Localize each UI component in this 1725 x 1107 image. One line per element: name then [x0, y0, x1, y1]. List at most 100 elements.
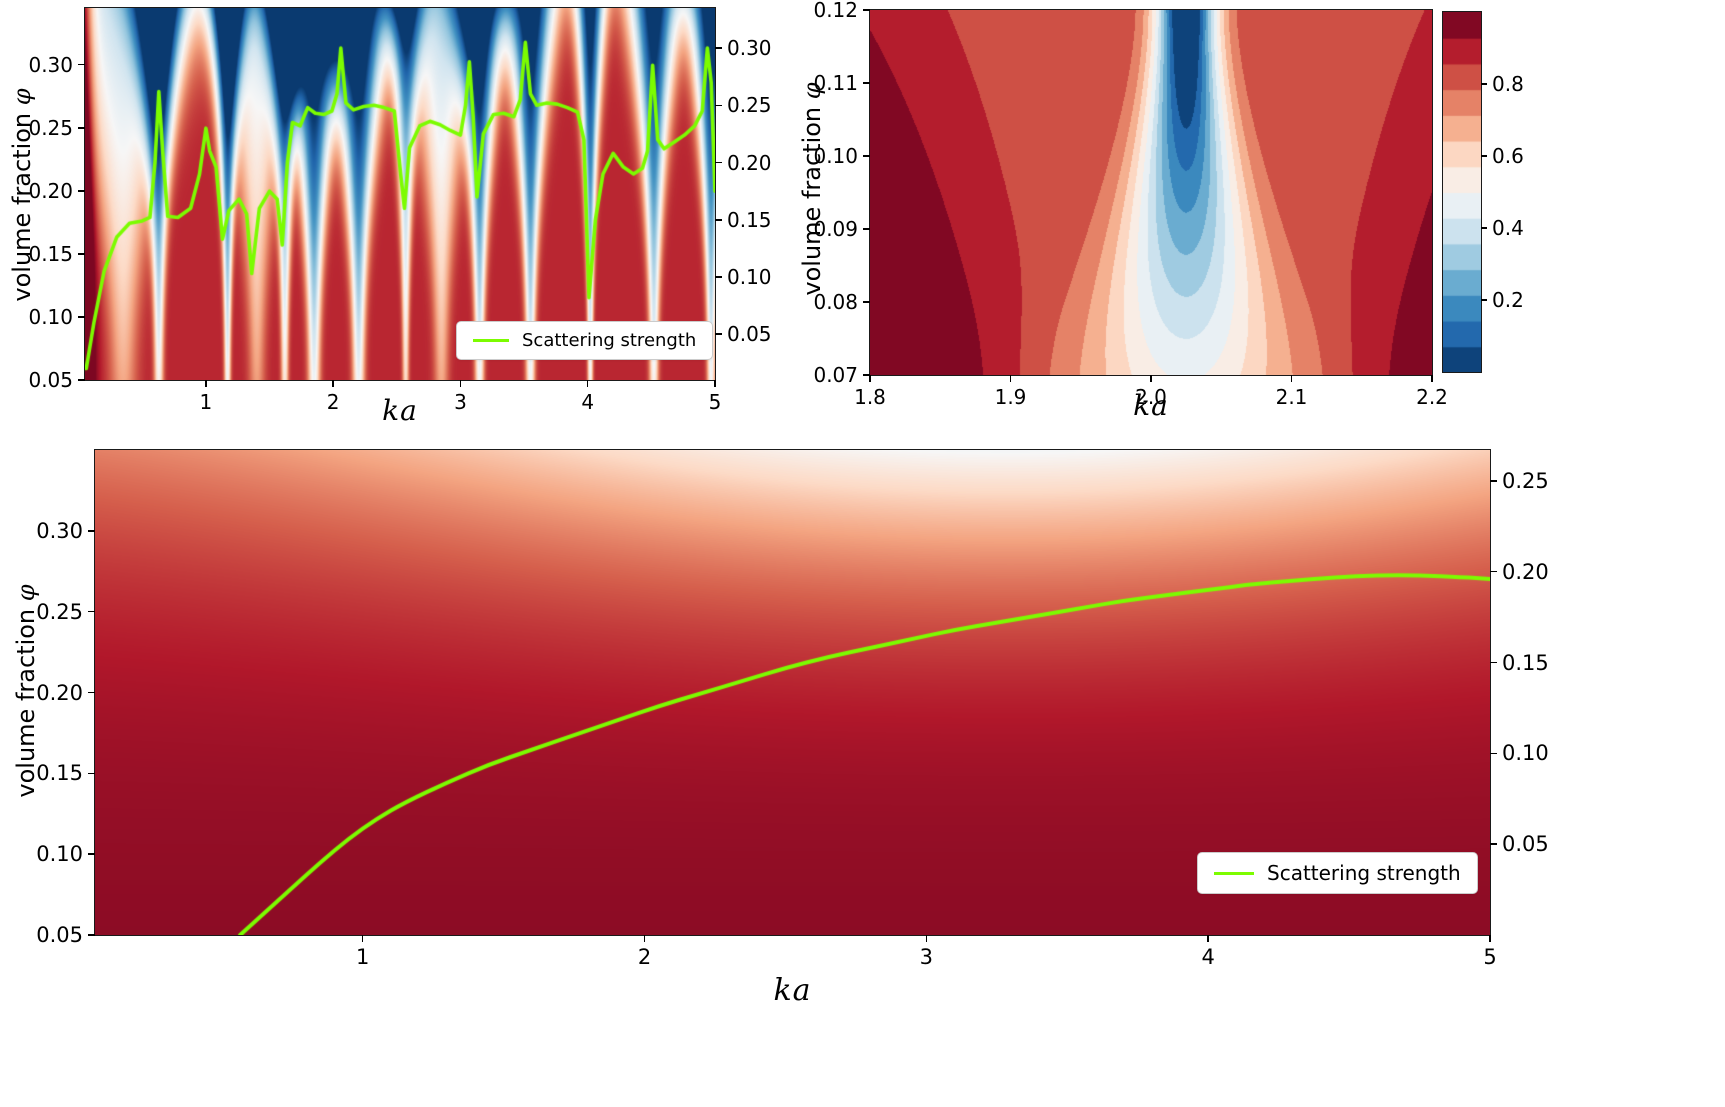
tick-mark: [1490, 843, 1497, 845]
legend-line-sample: [1214, 871, 1254, 875]
ylabel-text: volume fraction: [798, 106, 826, 296]
y2-tick-label: 0.15: [727, 207, 772, 232]
tick-mark: [715, 333, 722, 335]
tick-mark: [78, 190, 85, 192]
legend-bottom: Scattering strength: [1197, 852, 1478, 894]
tick-mark: [78, 63, 85, 66]
tick-mark: [643, 935, 646, 942]
tick-mark: [586, 380, 589, 387]
tick-mark: [715, 47, 722, 49]
x-tick-label: 4: [1201, 945, 1215, 969]
tick-mark: [1150, 375, 1152, 382]
y-tick-label: 0.10: [36, 842, 83, 867]
tick-mark: [1481, 227, 1487, 229]
tick-mark: [88, 610, 95, 613]
tick-mark: [863, 228, 870, 230]
colorbar-tick-label: 0.4: [1492, 216, 1524, 240]
tick-mark: [715, 219, 722, 221]
tick-mark: [78, 253, 85, 255]
legend-label: Scattering strength: [1267, 861, 1461, 885]
tick-mark: [1489, 935, 1491, 942]
tick-mark: [88, 934, 95, 936]
y2-tick-label: 0.05: [1502, 832, 1549, 857]
y-tick-label: 0.20: [36, 680, 83, 705]
contour-canvas-top-right: [869, 9, 1433, 376]
y-tick-label: 0.25: [28, 115, 73, 140]
x-tick-label: 2.0: [1135, 385, 1167, 409]
x-tick-label: 5: [1483, 945, 1497, 969]
y2-tick-label: 0.10: [727, 264, 772, 289]
ylabel-text: volume fraction: [8, 112, 36, 302]
y-tick-label: 0.25: [36, 599, 83, 624]
tick-mark: [1481, 299, 1487, 301]
tick-mark: [1481, 83, 1487, 85]
tick-mark: [715, 161, 722, 164]
y-tick-label: 0.15: [36, 761, 83, 786]
heatmap-canvas-top-left: [84, 7, 716, 381]
y-tick-label: 0.11: [813, 71, 858, 95]
x-tick-label: 2.1: [1275, 385, 1308, 409]
tick-mark: [332, 380, 334, 387]
colorbar-tick-label: 0.2: [1492, 288, 1524, 312]
y2-tick-label: 0.25: [727, 93, 772, 118]
y2-tick-label: 0.30: [727, 36, 772, 61]
x-tick-label: 3: [919, 945, 934, 969]
x-tick-label: 3: [454, 390, 467, 414]
tick-mark: [1490, 480, 1497, 482]
y-tick-label: 0.05: [36, 923, 83, 947]
tick-mark: [863, 301, 870, 303]
tick-mark: [1490, 570, 1497, 573]
tick-mark: [863, 155, 870, 157]
y-tick-label: 0.12: [813, 0, 858, 22]
legend-line-sample: [473, 339, 509, 342]
x-tick-label: 4: [581, 390, 595, 414]
y-tick-label: 0.30: [36, 518, 83, 543]
y-tick-label: 0.10: [813, 144, 858, 168]
y-tick-label: 0.15: [28, 241, 73, 266]
legend-label: Scattering strength: [522, 330, 697, 351]
phi-symbol: φ: [8, 88, 36, 106]
tick-mark: [715, 276, 722, 278]
x-tick-label: 1: [199, 390, 213, 414]
y-tick-label: 0.20: [28, 178, 73, 203]
tick-mark: [925, 935, 928, 942]
y2-tick-label: 0.25: [1502, 468, 1549, 493]
colorbar-canvas: [1442, 11, 1482, 373]
tick-mark: [863, 374, 870, 376]
tick-mark: [1290, 375, 1293, 382]
tick-mark: [459, 380, 462, 387]
tick-mark: [78, 379, 85, 381]
y-tick-label: 0.05: [28, 368, 73, 392]
colorbar-tick-label: 0.8: [1492, 72, 1524, 96]
y-tick-label: 0.30: [28, 52, 73, 77]
tick-mark: [1207, 935, 1209, 942]
y2-tick-label: 0.05: [727, 322, 772, 347]
tick-mark: [869, 375, 871, 382]
tick-mark: [205, 380, 207, 387]
xlabel-bottom: ka: [773, 973, 812, 1008]
legend-top-left: Scattering strength: [456, 321, 714, 360]
x-tick-label: 5: [708, 390, 722, 414]
tick-mark: [78, 127, 85, 129]
tick-mark: [78, 316, 85, 318]
y2-tick-label: 0.10: [1502, 741, 1549, 766]
tick-mark: [88, 530, 95, 532]
x-tick-label: 2.2: [1416, 385, 1448, 409]
tick-mark: [714, 380, 716, 387]
xlabel-top-right: ka: [1133, 389, 1169, 422]
y-tick-label: 0.10: [28, 304, 73, 329]
x-tick-label: 2: [326, 390, 340, 414]
y-tick-label: 0.09: [813, 217, 858, 241]
tick-mark: [1481, 155, 1487, 157]
y2-tick-label: 0.20: [1502, 559, 1549, 584]
y2-tick-label: 0.15: [1502, 650, 1549, 675]
tick-mark: [88, 772, 95, 775]
tick-mark: [863, 9, 870, 11]
xlabel-top-left: ka: [382, 394, 418, 427]
colorbar-tick-label: 0.6: [1492, 144, 1524, 168]
x-tick-label: 1.9: [994, 385, 1027, 409]
tick-mark: [715, 104, 722, 107]
x-tick-label: 2: [637, 945, 652, 969]
tick-mark: [1490, 752, 1497, 755]
tick-mark: [361, 935, 364, 942]
